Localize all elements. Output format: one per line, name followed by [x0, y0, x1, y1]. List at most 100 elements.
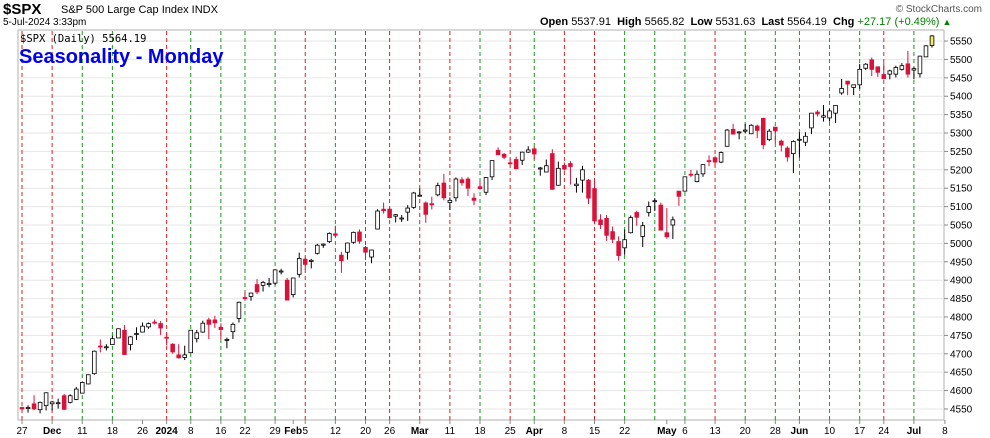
candle-body [550, 153, 555, 190]
candle [700, 164, 706, 177]
candle [339, 251, 344, 273]
candle [73, 386, 79, 401]
candle [519, 151, 525, 166]
candle [152, 319, 157, 325]
chg-value: +27.17 (+0.49%) [857, 16, 940, 28]
candle [483, 177, 489, 196]
candle [574, 177, 579, 193]
candle [417, 188, 423, 197]
symbol-label: $SPX [3, 1, 42, 18]
candle [748, 124, 754, 135]
candle-body [863, 63, 868, 69]
open-value: 5537.91 [571, 16, 611, 28]
candle-body [176, 354, 181, 359]
candle [712, 156, 718, 166]
candle [79, 382, 85, 394]
candle [869, 57, 875, 76]
candle-body [917, 55, 923, 75]
candle-body [375, 210, 380, 230]
candle-body [760, 117, 766, 146]
candle-body [435, 185, 441, 196]
low-label: Low [690, 16, 713, 28]
candle-body [604, 217, 609, 236]
low-value: 5531.63 [715, 16, 756, 28]
candle-body [495, 149, 501, 156]
candle-body [513, 159, 519, 170]
candle-body [791, 141, 796, 155]
x-axis: 27 Dec 11 18 26 2024 8 16 22 29 Feb 5 12 20 26 Mar 11 18 2… [16, 420, 948, 437]
candle [550, 149, 555, 190]
candle [779, 139, 784, 152]
candle-body [688, 173, 694, 176]
candle-body [122, 329, 127, 355]
x-tick-label: 8 [188, 426, 194, 437]
chg-label: Chg [833, 16, 855, 28]
candle [887, 69, 893, 80]
candle-body [899, 65, 905, 70]
x-tick-label: Jun [791, 426, 809, 437]
x-tick-label: 18 [474, 426, 486, 437]
chart-header: $SPX S&P 500 Large Cap Index INDX 5-Jul-… [0, 0, 990, 30]
candle-body [845, 80, 850, 85]
candle [465, 177, 471, 196]
candle [929, 35, 935, 48]
x-tick-label: 10 [824, 426, 836, 437]
candle [302, 257, 308, 270]
candle-body [357, 231, 362, 242]
candle [531, 146, 537, 160]
x-tick-label: Mar [411, 426, 429, 437]
candle [646, 201, 652, 217]
candle-body [869, 59, 875, 70]
y-tick-label: 5400 [950, 92, 973, 103]
candle-body [905, 63, 911, 75]
candle [760, 117, 766, 150]
candle-body [827, 110, 832, 119]
candle-body [664, 232, 670, 238]
x-tick-label: 25 [505, 426, 517, 437]
candle-body [851, 84, 856, 88]
candle [875, 66, 881, 78]
candle-body [929, 35, 935, 46]
candle [405, 205, 410, 221]
candle-body [797, 138, 802, 141]
candle [290, 277, 296, 298]
x-tick-label: 26 [384, 426, 396, 437]
candle [459, 177, 465, 186]
x-tick-label: Apr [526, 426, 543, 437]
candle-body [182, 354, 187, 358]
last-label: Last [761, 16, 785, 28]
candle-body [393, 214, 398, 217]
candle-body [562, 164, 567, 170]
candle-body [754, 125, 760, 131]
x-tick-label: May [657, 426, 677, 437]
candle [321, 243, 326, 248]
candle [640, 222, 645, 248]
candle [580, 165, 585, 193]
candle-body [441, 182, 447, 199]
candle-body [730, 128, 736, 135]
candle-body [712, 157, 718, 163]
candle-body [345, 242, 350, 253]
candle-body [773, 126, 778, 132]
candle-body [31, 403, 37, 410]
candle [230, 322, 236, 340]
candle [284, 277, 290, 301]
candle-body [206, 319, 212, 325]
candle-body [652, 200, 658, 203]
candle [423, 201, 429, 223]
candle-body [525, 149, 531, 153]
candle-body [309, 259, 314, 262]
candle [164, 333, 169, 346]
x-tick-label: Feb [284, 426, 302, 437]
candle [525, 146, 531, 153]
candle-body [586, 179, 591, 199]
x-tick-label: 26 [137, 426, 149, 437]
candle [803, 132, 808, 146]
candle-body [79, 382, 85, 394]
y-tick-label: 5000 [950, 239, 973, 250]
candle [296, 252, 302, 278]
candle-body [893, 67, 899, 75]
candle-body [628, 217, 633, 234]
candle-body [748, 124, 754, 135]
candle-body [92, 350, 97, 375]
